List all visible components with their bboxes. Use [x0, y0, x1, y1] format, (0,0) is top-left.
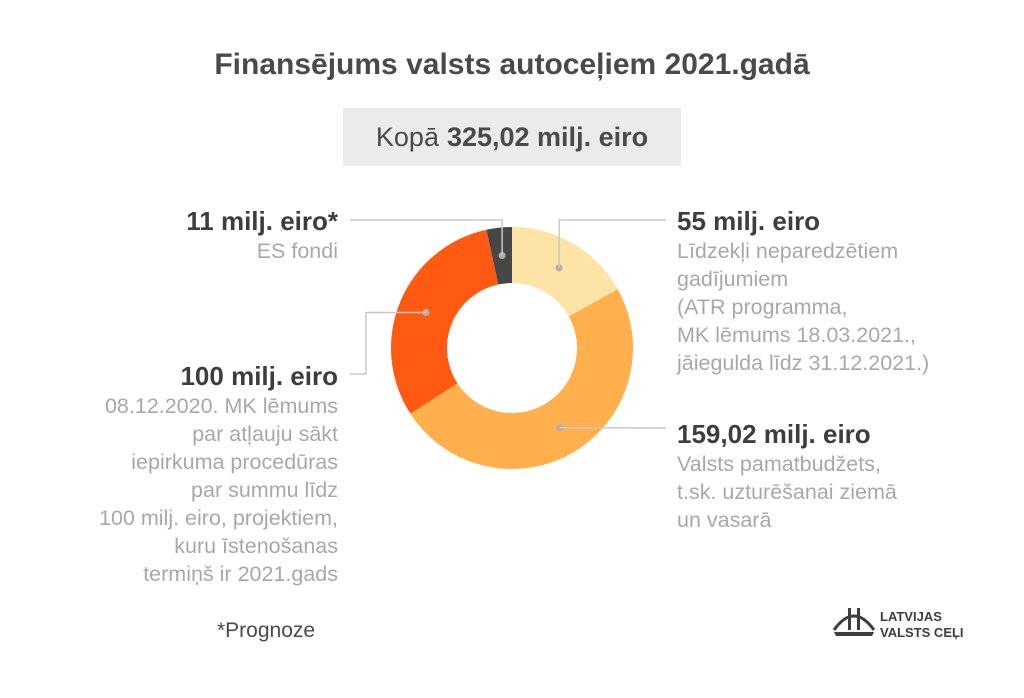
- slice-desc-line: un vasarā: [677, 508, 772, 532]
- footnote: *Prognoze: [217, 619, 316, 642]
- chart-title: Finansējums valsts autoceļiem 2021.gadā: [214, 48, 810, 81]
- slice-desc-line: 100 milj. eiro, projektiem,: [99, 506, 338, 530]
- slice-label-atr: 55 milj. eiro Līdzekļi neparedzētiem gad…: [677, 205, 929, 377]
- slice-desc-line: ES fondi: [256, 239, 338, 263]
- slice-desc-line: MK lēmums 18.03.2021.,: [677, 323, 917, 347]
- donut-slices: [390, 227, 634, 470]
- slice-desc-line: termiņš ir 2021.gads: [143, 562, 338, 586]
- slice-desc-line: kuru īstenošanas: [174, 534, 338, 558]
- slice-desc-line: par summu līdz: [191, 478, 338, 502]
- slice-label-mk: 100 milj. eiro 08.12.2020. MK lēmums par…: [99, 360, 338, 588]
- slice-desc-line: t.sk. uzturēšanai ziemā: [677, 480, 897, 504]
- slice-atr: [512, 227, 618, 317]
- slice-desc-line: par atļauju sākt: [192, 422, 338, 446]
- slice-amount-es: 11 milj. eiro*: [186, 206, 338, 236]
- logo-line2: VALSTS CEĻI: [880, 625, 964, 640]
- logo: LATVIJAS VALSTS CEĻI: [832, 606, 982, 642]
- leader-line-atr: [558, 219, 666, 268]
- slice-label-budget: 159,02 milj. eiro Valsts pamatbudžets, t…: [677, 418, 897, 534]
- slice-desc-line: gadījumiem: [677, 267, 789, 291]
- slice-desc-line: Līdzekļi neparedzētiem: [677, 239, 899, 263]
- total-prefix: Kopā: [375, 121, 439, 152]
- slice-mk: [390, 229, 499, 414]
- bridge-logo-icon: [832, 608, 876, 636]
- leader-lines: [350, 219, 667, 432]
- slice-desc-line: Valsts pamatbudžets,: [677, 452, 881, 476]
- slice-amount-budget: 159,02 milj. eiro: [677, 419, 871, 449]
- leader-line-mk: [350, 311, 427, 375]
- slice-desc-line: 08.12.2020. MK lēmums: [104, 394, 338, 418]
- slice-budget: [410, 289, 634, 470]
- slice-amount-mk: 100 milj. eiro: [180, 361, 338, 391]
- slice-desc-line: jāiegulda līdz 31.12.2021.): [677, 351, 930, 375]
- total-box: Kopā 325,02 milj. eiro: [343, 108, 681, 166]
- logo-line1: LATVIJAS: [880, 609, 942, 624]
- slice-amount-atr: 55 milj. eiro: [677, 206, 821, 236]
- slice-label-es: 11 milj. eiro* ES fondi: [186, 205, 338, 265]
- slice-desc-line: (ATR programma,: [677, 295, 848, 319]
- leader-line-es: [350, 219, 503, 256]
- total-value: 325,02 milj. eiro: [446, 121, 649, 152]
- slice-desc-line: iepirkuma procedūras: [131, 450, 338, 474]
